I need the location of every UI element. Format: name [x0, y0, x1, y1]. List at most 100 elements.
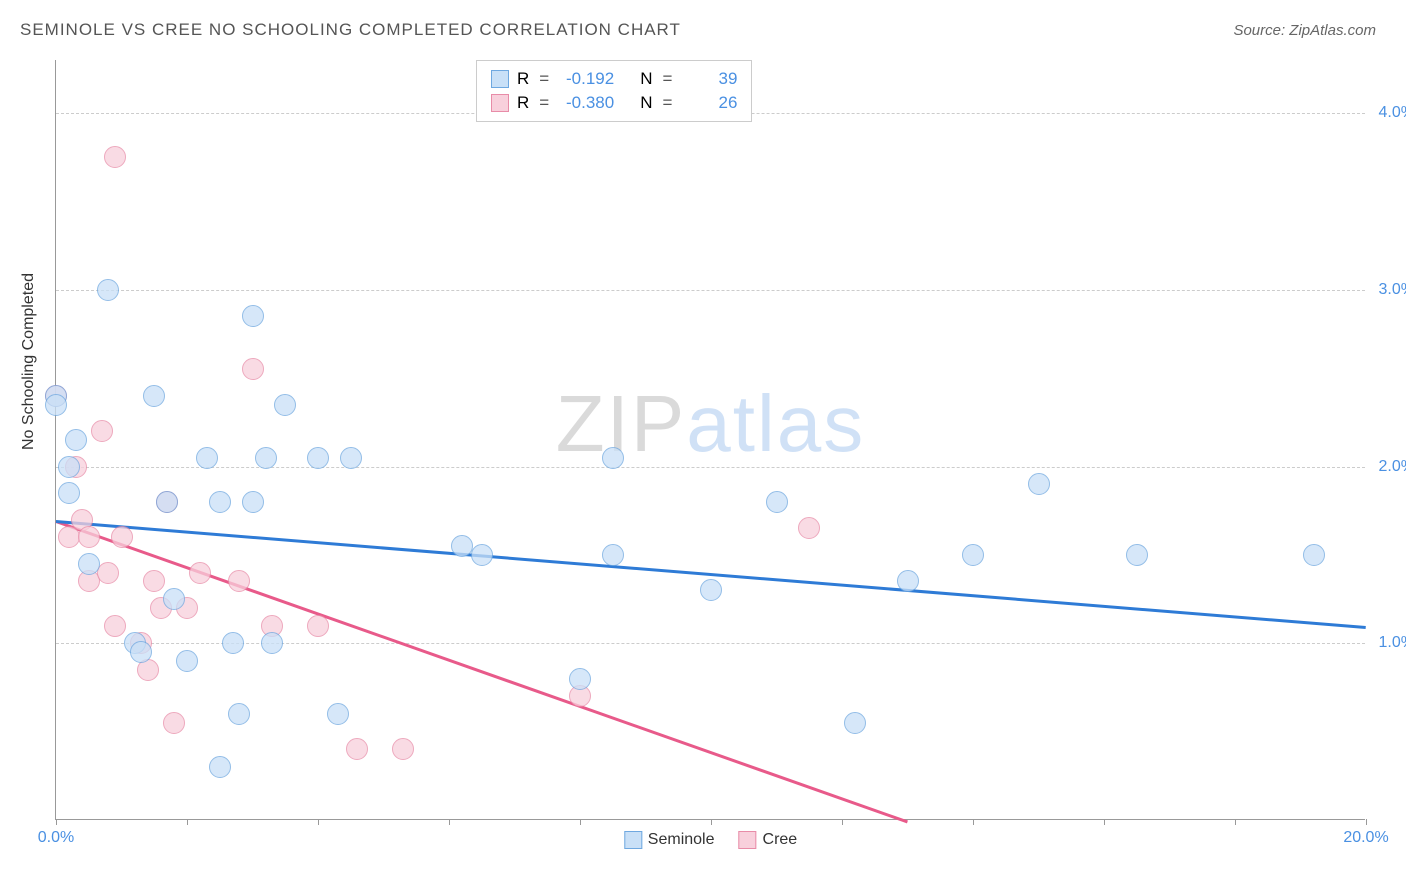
- n-label: N: [640, 93, 652, 113]
- point-seminole: [163, 588, 185, 610]
- cree-n-value: 26: [682, 93, 737, 113]
- point-seminole: [176, 650, 198, 672]
- legend-item-cree: Cree: [739, 831, 798, 849]
- xtick: [711, 819, 712, 825]
- seminole-n-value: 39: [682, 69, 737, 89]
- point-cree: [798, 517, 820, 539]
- point-seminole: [78, 553, 100, 575]
- ytick-label: 3.0%: [1379, 281, 1406, 299]
- point-seminole: [340, 447, 362, 469]
- legend-item-seminole: Seminole: [624, 831, 715, 849]
- point-cree: [228, 570, 250, 592]
- watermark-atlas: atlas: [686, 379, 865, 468]
- point-seminole: [143, 385, 165, 407]
- point-seminole: [242, 305, 264, 327]
- seminole-swatch: [491, 70, 509, 88]
- point-cree: [111, 526, 133, 548]
- point-cree: [189, 562, 211, 584]
- xtick: [187, 819, 188, 825]
- point-cree: [242, 358, 264, 380]
- ytick-label: 4.0%: [1379, 104, 1406, 122]
- point-seminole: [261, 632, 283, 654]
- point-seminole: [97, 279, 119, 301]
- cree-swatch: [739, 831, 757, 849]
- xtick: [1104, 819, 1105, 825]
- r-label: R: [517, 93, 529, 113]
- point-cree: [163, 712, 185, 734]
- ytick-label: 2.0%: [1379, 458, 1406, 476]
- xtick: [56, 819, 57, 825]
- legend-row-cree: R = -0.380 N = 26: [491, 91, 737, 115]
- xtick: [1235, 819, 1236, 825]
- gridline-h: [56, 290, 1365, 291]
- point-seminole: [1126, 544, 1148, 566]
- point-cree: [104, 615, 126, 637]
- gridline-h: [56, 643, 1365, 644]
- point-seminole: [602, 447, 624, 469]
- seminole-label: Seminole: [648, 831, 715, 848]
- seminole-swatch: [624, 831, 642, 849]
- point-cree: [346, 738, 368, 760]
- xtick: [449, 819, 450, 825]
- point-seminole: [327, 703, 349, 725]
- point-seminole: [1028, 473, 1050, 495]
- point-seminole: [255, 447, 277, 469]
- gridline-h: [56, 467, 1365, 468]
- chart-plot-area: ZIPatlas R = -0.192 N = 39 R = -0.380 N …: [55, 60, 1365, 820]
- seminole-r-value: -0.192: [559, 69, 614, 89]
- point-seminole: [569, 668, 591, 690]
- point-cree: [97, 562, 119, 584]
- point-seminole: [274, 394, 296, 416]
- xtick: [580, 819, 581, 825]
- chart-title: SEMINOLE VS CREE NO SCHOOLING COMPLETED …: [20, 20, 681, 40]
- point-cree: [104, 146, 126, 168]
- series-legend: Seminole Cree: [624, 831, 797, 849]
- point-seminole: [700, 579, 722, 601]
- source-label: Source: ZipAtlas.com: [1233, 22, 1376, 39]
- point-seminole: [58, 482, 80, 504]
- point-cree: [78, 526, 100, 548]
- point-seminole: [242, 491, 264, 513]
- point-seminole: [471, 544, 493, 566]
- eq-sign: =: [663, 69, 673, 89]
- cree-r-value: -0.380: [559, 93, 614, 113]
- eq-sign: =: [539, 93, 549, 113]
- point-seminole: [130, 641, 152, 663]
- point-seminole: [58, 456, 80, 478]
- point-seminole: [45, 394, 67, 416]
- xtick: [842, 819, 843, 825]
- n-label: N: [640, 69, 652, 89]
- cree-swatch: [491, 94, 509, 112]
- xtick: [973, 819, 974, 825]
- point-seminole: [844, 712, 866, 734]
- point-seminole: [766, 491, 788, 513]
- eq-sign: =: [663, 93, 673, 113]
- point-seminole: [209, 756, 231, 778]
- point-seminole: [897, 570, 919, 592]
- legend-row-seminole: R = -0.192 N = 39: [491, 67, 737, 91]
- point-seminole: [222, 632, 244, 654]
- correlation-legend: R = -0.192 N = 39 R = -0.380 N = 26: [476, 60, 752, 122]
- ytick-label: 1.0%: [1379, 634, 1406, 652]
- trendline-seminole: [56, 520, 1366, 629]
- point-seminole: [196, 447, 218, 469]
- header: SEMINOLE VS CREE NO SCHOOLING COMPLETED …: [0, 0, 1406, 50]
- xtick: [1366, 819, 1367, 825]
- point-cree: [307, 615, 329, 637]
- point-seminole: [156, 491, 178, 513]
- point-seminole: [209, 491, 231, 513]
- point-seminole: [602, 544, 624, 566]
- xtick: [318, 819, 319, 825]
- point-seminole: [962, 544, 984, 566]
- point-seminole: [228, 703, 250, 725]
- point-seminole: [1303, 544, 1325, 566]
- point-seminole: [307, 447, 329, 469]
- eq-sign: =: [539, 69, 549, 89]
- point-seminole: [65, 429, 87, 451]
- point-cree: [91, 420, 113, 442]
- point-cree: [392, 738, 414, 760]
- r-label: R: [517, 69, 529, 89]
- cree-label: Cree: [763, 831, 798, 848]
- xtick-label: 20.0%: [1343, 829, 1388, 847]
- point-cree: [143, 570, 165, 592]
